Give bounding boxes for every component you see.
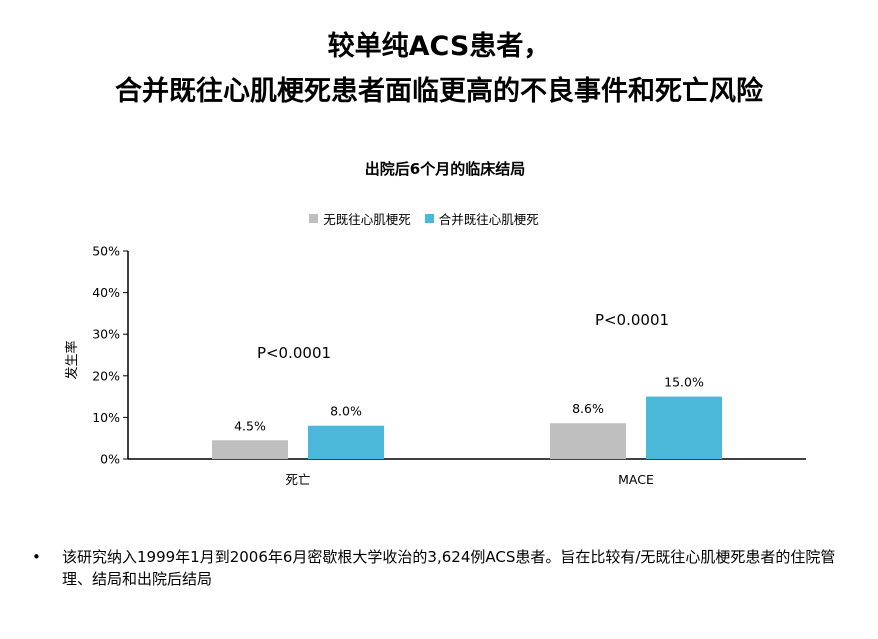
legend-item-series-2: 合并既往心肌梗死 bbox=[424, 209, 539, 228]
chart-legend: 无既往心肌梗死 合并既往心肌梗死 bbox=[0, 209, 848, 228]
bar-prior-mi-mace bbox=[646, 396, 722, 459]
bar-no-prior-mi-death bbox=[212, 440, 288, 459]
bar-value-label: 4.5% bbox=[234, 418, 266, 433]
legend-label-series-1: 无既往心肌梗死 bbox=[323, 212, 411, 227]
chart-title: 出院后6个月的临床结局 bbox=[364, 160, 526, 178]
footnote-text: 该研究纳入1999年1月到2006年6月密歇根大学收治的3,624例ACS患者。… bbox=[62, 548, 836, 588]
p-value-annotation: P<0.0001 bbox=[595, 311, 669, 329]
legend-swatch-series-1 bbox=[309, 214, 319, 223]
bar-value-label: 8.0% bbox=[330, 404, 362, 419]
y-tick-label: 20% bbox=[92, 368, 120, 383]
y-axis-label: 发生率 bbox=[64, 340, 80, 379]
x-category-label: 死亡 bbox=[285, 472, 310, 487]
y-tick-label: 0% bbox=[100, 452, 120, 467]
slide-headline-line-2: 合并既往心肌梗死患者面临更高的不良事件和死亡风险 bbox=[115, 76, 763, 107]
bar-no-prior-mi-mace bbox=[550, 423, 626, 459]
legend-label-series-2: 合并既往心肌梗死 bbox=[438, 212, 539, 227]
legend-swatch-series-2 bbox=[424, 214, 434, 223]
y-tick-label: 30% bbox=[92, 327, 120, 342]
bar-prior-mi-death bbox=[308, 425, 384, 459]
footnote-bullet: • bbox=[32, 548, 41, 566]
y-tick-label: 40% bbox=[92, 285, 120, 300]
bar-value-label: 8.6% bbox=[572, 401, 604, 416]
x-category-label: MACE bbox=[618, 472, 654, 487]
footnote: • 该研究纳入1999年1月到2006年6月密歇根大学收治的3,624例ACS患… bbox=[32, 546, 842, 590]
bar-value-label: 15.0% bbox=[664, 375, 704, 390]
y-tick-label: 10% bbox=[92, 410, 120, 425]
legend-item-series-1: 无既往心肌梗死 bbox=[309, 209, 411, 228]
p-value-annotation: P<0.0001 bbox=[257, 344, 331, 362]
slide-headline-line-1: 较单纯ACS患者， bbox=[327, 31, 551, 62]
y-tick-label: 50% bbox=[92, 244, 120, 259]
